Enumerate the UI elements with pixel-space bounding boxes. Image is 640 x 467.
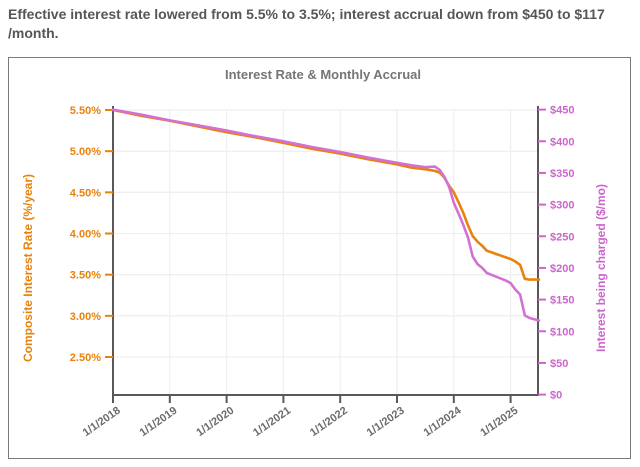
right-tick-label: $300 bbox=[550, 200, 574, 212]
chart-svg: Interest Rate & Monthly Accrual 5.50% 5.0… bbox=[21, 67, 608, 439]
left-tick-label: 3.00% bbox=[70, 311, 101, 323]
x-tick-label: 1/1/2025 bbox=[478, 405, 520, 439]
left-tick-label: 3.50% bbox=[70, 270, 101, 282]
tick-labels: 5.50% 5.00% 4.50% 4.00% 3.50% 3.00% 2.50% $450 $… bbox=[70, 105, 575, 439]
headline: Effective interest rate lowered from 5.5… bbox=[8, 6, 605, 41]
left-tick-label: 4.50% bbox=[70, 187, 101, 199]
right-tick-label: $450 bbox=[550, 105, 574, 117]
left-tick-label: 4.00% bbox=[70, 228, 101, 240]
x-tick-label: 1/1/2023 bbox=[365, 405, 407, 439]
x-tick-label: 1/1/2020 bbox=[194, 405, 236, 439]
left-axis-title: Composite Interest Rate (%/year) bbox=[21, 174, 35, 362]
chart-card: Interest Rate & Monthly Accrual 5.50% 5.0… bbox=[8, 57, 631, 459]
series-lines bbox=[111, 108, 541, 322]
right-tick-label: $350 bbox=[550, 168, 574, 180]
x-tick-label: 1/1/2022 bbox=[308, 405, 350, 439]
x-tick-label: 1/1/2019 bbox=[138, 405, 180, 439]
x-tick-label: 1/1/2021 bbox=[251, 405, 293, 439]
left-tick-label: 5.00% bbox=[70, 146, 101, 158]
right-tick-label: $250 bbox=[550, 231, 574, 243]
accrual-line bbox=[111, 108, 541, 322]
right-tick-label: $50 bbox=[550, 358, 568, 370]
right-tick-label: $200 bbox=[550, 263, 574, 275]
x-tick-label: 1/1/2024 bbox=[422, 404, 465, 439]
left-tick-label: 5.50% bbox=[70, 105, 101, 117]
right-axis-title: Interest being charged ($/mo) bbox=[594, 184, 608, 352]
axis-lines bbox=[112, 106, 539, 396]
left-tick-label: 2.50% bbox=[70, 352, 101, 364]
right-tick-label: $400 bbox=[550, 136, 574, 148]
chart-title: Interest Rate & Monthly Accrual bbox=[225, 67, 421, 82]
right-tick-label: $100 bbox=[550, 326, 574, 338]
tick-marks bbox=[105, 108, 546, 403]
right-tick-label: $0 bbox=[550, 390, 562, 402]
right-tick-label: $150 bbox=[550, 295, 574, 307]
x-tick-label: 1/1/2018 bbox=[81, 405, 123, 439]
rate-line bbox=[111, 108, 541, 281]
gridlines bbox=[112, 109, 538, 395]
